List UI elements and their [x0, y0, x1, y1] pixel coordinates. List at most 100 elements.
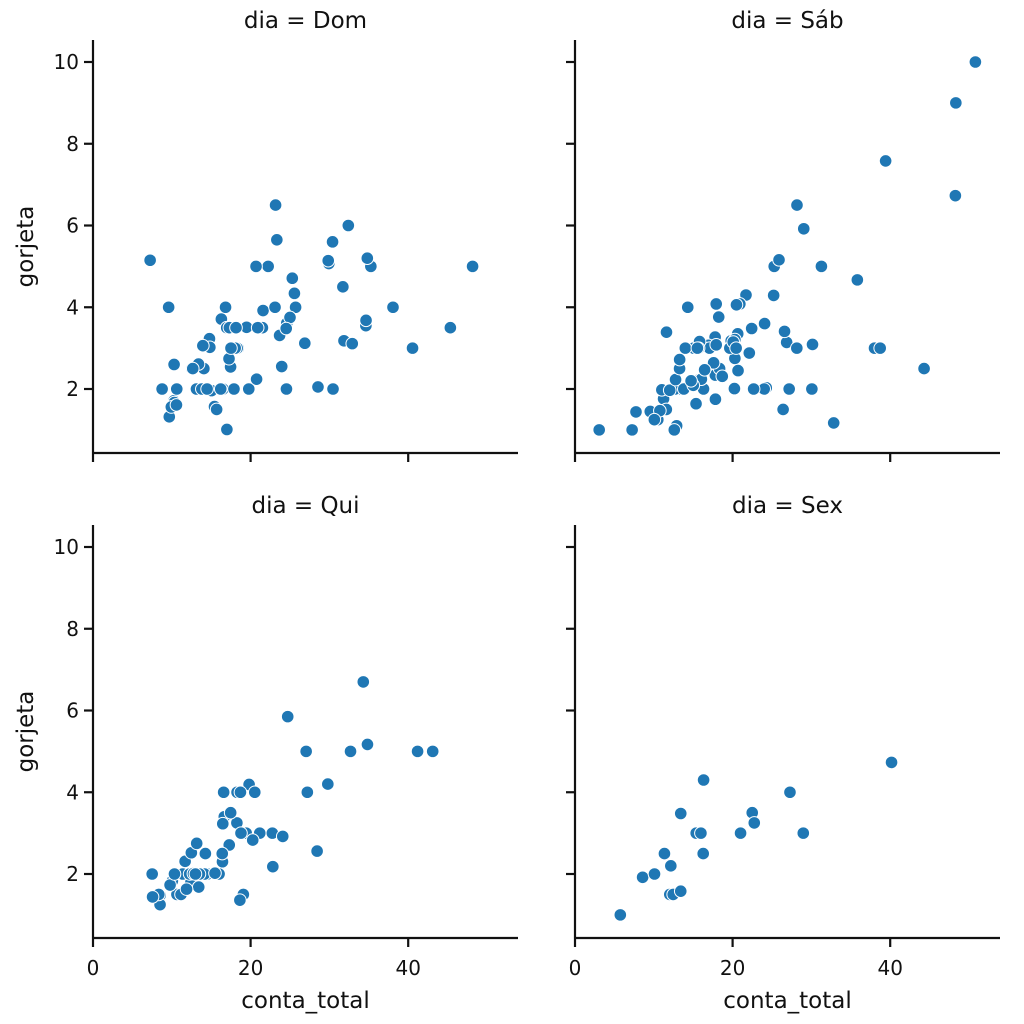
- facet-title: dia = Qui: [251, 493, 359, 519]
- data-point: [729, 341, 743, 355]
- data-point: [592, 423, 606, 437]
- data-point: [878, 154, 893, 168]
- data-point: [218, 300, 233, 315]
- data-point: [697, 362, 712, 377]
- data-point: [850, 273, 865, 287]
- data-point: [757, 316, 772, 331]
- data-point: [805, 382, 819, 396]
- data-point: [814, 259, 829, 274]
- data-point: [279, 382, 294, 396]
- data-point: [805, 337, 820, 352]
- data-point: [672, 352, 687, 367]
- data-point: [657, 846, 672, 861]
- data-point: [321, 777, 335, 791]
- data-point: [694, 826, 708, 840]
- data-point: [216, 785, 231, 800]
- data-point: [796, 221, 811, 236]
- data-point: [249, 259, 263, 274]
- data-point: [233, 785, 248, 800]
- data-point: [790, 198, 804, 212]
- y-tick-label: 10: [54, 535, 79, 559]
- data-point: [405, 341, 420, 355]
- x-tick-label: 20: [720, 956, 745, 980]
- y-tick-label: 8: [66, 617, 79, 641]
- data-point: [709, 338, 724, 352]
- y-tick-label: 6: [66, 214, 79, 238]
- data-point: [360, 251, 375, 266]
- data-point: [386, 300, 400, 315]
- data-point: [179, 882, 194, 896]
- x-tick-label: 40: [395, 956, 420, 980]
- data-point: [196, 338, 210, 353]
- data-point: [198, 846, 213, 861]
- y-axis-label: gorjeta: [13, 691, 39, 773]
- y-tick-label: 2: [66, 862, 79, 886]
- data-point: [917, 361, 931, 376]
- data-point: [167, 867, 182, 881]
- data-point: [772, 253, 786, 267]
- data-point: [298, 336, 312, 351]
- data-point: [189, 836, 204, 851]
- data-point: [241, 382, 256, 396]
- data-point: [873, 341, 887, 355]
- data-point: [191, 880, 206, 894]
- data-point: [299, 744, 313, 759]
- data-point: [326, 382, 340, 396]
- data-point: [662, 383, 677, 398]
- data-point: [744, 321, 759, 336]
- data-point: [667, 423, 682, 437]
- data-point: [145, 890, 160, 904]
- data-point: [783, 785, 797, 800]
- facet-panel-4: dia = Sex 0 20 40 conta_total: [566, 493, 1000, 1014]
- data-point: [635, 870, 650, 885]
- data-point: [185, 361, 200, 376]
- data-point: [321, 253, 336, 268]
- data-point: [256, 303, 270, 318]
- y-tick-label: 6: [66, 699, 79, 723]
- data-point: [266, 859, 280, 874]
- data-point: [711, 310, 726, 324]
- data-point: [680, 300, 695, 315]
- data-point: [270, 233, 284, 247]
- data-point: [629, 405, 643, 419]
- facet-title: dia = Sex: [732, 493, 843, 519]
- data-point: [209, 402, 224, 417]
- data-point: [213, 382, 228, 396]
- data-point: [280, 709, 295, 724]
- x-tick-label: 0: [87, 956, 100, 980]
- data-point: [275, 829, 290, 844]
- data-point: [696, 773, 711, 787]
- data-point: [359, 313, 373, 328]
- data-point: [229, 320, 243, 335]
- y-tick-label: 8: [66, 132, 79, 156]
- y-tick-label: 4: [66, 295, 79, 319]
- data-point: [790, 341, 804, 355]
- data-point: [223, 805, 238, 820]
- data-point: [689, 396, 703, 411]
- data-point: [360, 737, 375, 752]
- facet-title: dia = Sáb: [731, 8, 843, 34]
- x-tick-label: 40: [877, 956, 902, 980]
- data-point: [729, 297, 744, 312]
- data-point: [696, 846, 711, 861]
- data-point: [673, 806, 688, 821]
- data-point: [336, 280, 350, 294]
- data-point: [684, 374, 698, 388]
- data-point: [884, 755, 899, 770]
- data-point: [746, 382, 761, 396]
- x-axis-label: conta_total: [241, 988, 370, 1014]
- data-point: [659, 325, 674, 339]
- data-point: [343, 744, 358, 759]
- data-point: [410, 744, 425, 759]
- data-point: [169, 382, 184, 396]
- data-point: [227, 382, 241, 396]
- data-point: [279, 321, 294, 336]
- y-tick-label: 2: [66, 377, 79, 401]
- data-point: [690, 341, 705, 355]
- data-point: [948, 188, 963, 203]
- data-point: [715, 369, 730, 384]
- x-tick-label: 20: [238, 956, 263, 980]
- data-point: [224, 341, 238, 355]
- data-point: [443, 320, 458, 335]
